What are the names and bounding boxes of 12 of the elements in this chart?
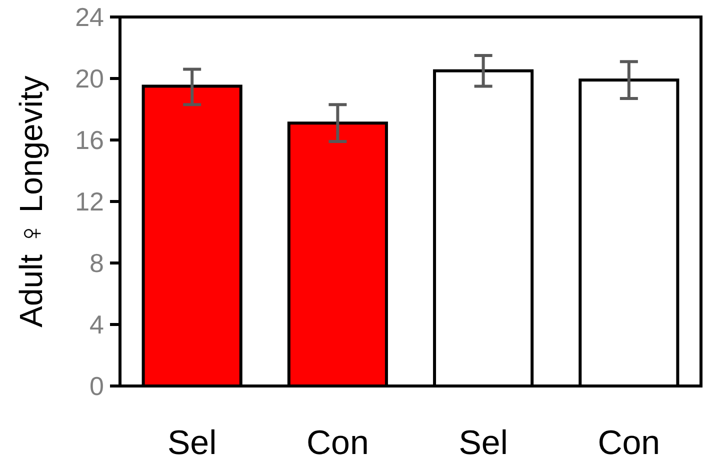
x-tick-label: Con [598, 424, 660, 462]
x-tick-label: Sel [168, 424, 217, 462]
x-tick-label: Sel [458, 424, 508, 462]
y-tick-label: 16 [75, 125, 104, 156]
y-tick-label: 0 [90, 371, 104, 402]
y-axis-title: Adult ♀ Longevity [13, 76, 49, 328]
y-tick-label: 12 [75, 186, 104, 217]
y-tick-label: 4 [90, 310, 104, 340]
x-tick-label: Con [306, 424, 369, 462]
y-tick-label: 20 [75, 64, 104, 94]
y-tick-label: 24 [75, 2, 104, 32]
y-tick-label: 8 [90, 248, 104, 278]
